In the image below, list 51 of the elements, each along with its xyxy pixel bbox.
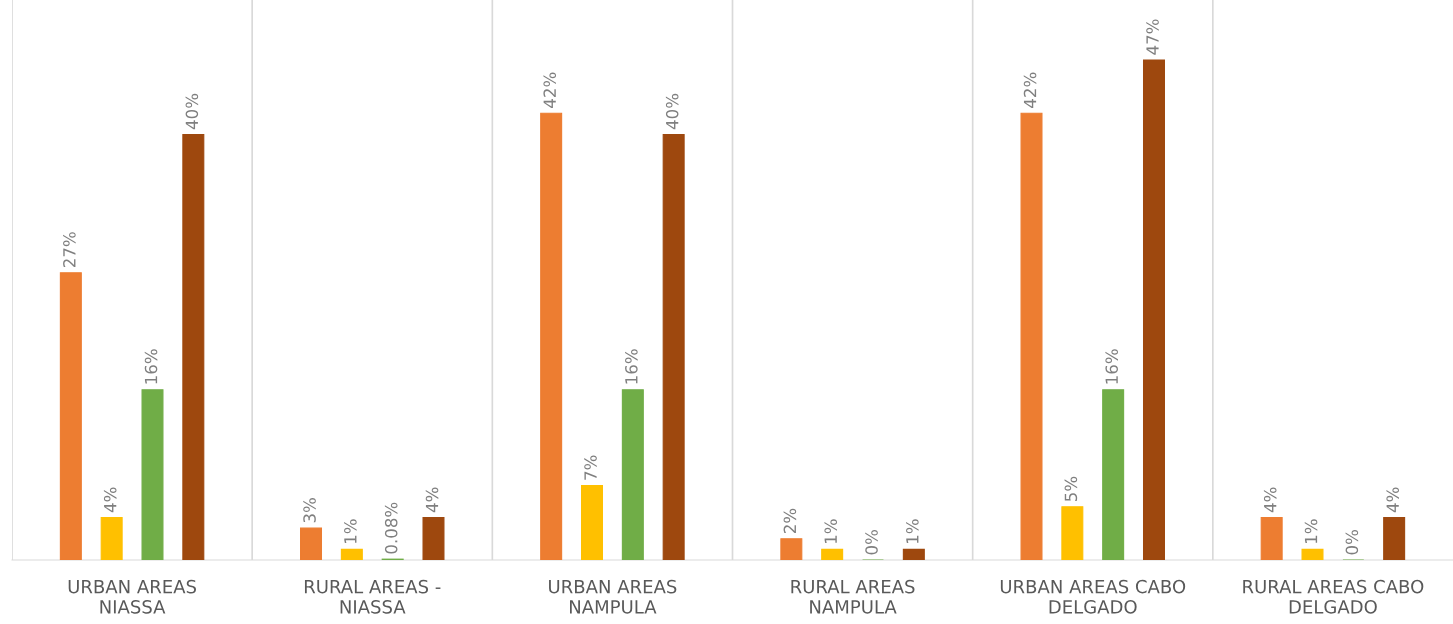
data-label: 40%: [665, 93, 679, 130]
data-label: 0%: [865, 530, 878, 555]
data-label: 16%: [625, 349, 638, 384]
bar: [1102, 389, 1125, 560]
bar: [59, 272, 82, 560]
bar: [300, 527, 323, 560]
bar: [1020, 112, 1043, 560]
bar: [141, 389, 164, 560]
x-tick-label: RURAL AREAS NAMPULA: [791, 579, 915, 614]
bar: [902, 548, 925, 560]
data-label: 4%: [1386, 487, 1399, 513]
x-tick-label: URBAN AREAS NAMPULA: [549, 579, 677, 614]
data-label: 0.08%: [384, 502, 398, 554]
bar: [780, 538, 803, 560]
x-tick-label: RURAL AREAS CABO DELGADO: [1243, 579, 1424, 614]
bar: [422, 516, 445, 560]
data-label: 1%: [344, 519, 357, 544]
bar: [1142, 59, 1165, 560]
x-tick-label: RURAL AREAS - NIASSA: [304, 579, 441, 614]
data-label: 0%: [1345, 530, 1359, 555]
bar: [1301, 548, 1324, 560]
bar: [100, 516, 123, 560]
bar: [182, 133, 205, 560]
bar: [1061, 506, 1084, 560]
data-label: 42%: [543, 72, 557, 108]
bar: [581, 484, 604, 560]
data-label: 27%: [63, 232, 76, 268]
data-label: 4%: [1263, 487, 1277, 513]
data-label: 2%: [783, 508, 797, 534]
data-label: 1%: [906, 519, 919, 544]
data-label: 16%: [1105, 349, 1118, 384]
bar: [662, 133, 685, 560]
x-tick-label: URBAN AREAS NIASSA: [68, 579, 197, 614]
data-label: 1%: [824, 519, 838, 544]
data-label: 42%: [1023, 72, 1037, 108]
bar: [821, 548, 844, 560]
bar: [540, 112, 563, 560]
data-label: 40%: [185, 93, 199, 130]
data-label: 3%: [303, 498, 316, 523]
data-label: 4%: [103, 487, 117, 513]
data-label: 1%: [1304, 519, 1318, 544]
data-label: 47%: [1146, 19, 1159, 55]
bar: [1260, 516, 1283, 560]
bar: [340, 548, 363, 560]
bar: [621, 389, 644, 560]
bar: [1383, 516, 1406, 560]
data-label: 5%: [1064, 476, 1078, 502]
x-tick-label: URBAN AREAS CABO DELGADO: [1000, 579, 1186, 614]
data-label: 7%: [584, 455, 597, 480]
data-label: 16%: [144, 349, 158, 384]
data-label: 4%: [425, 487, 439, 513]
